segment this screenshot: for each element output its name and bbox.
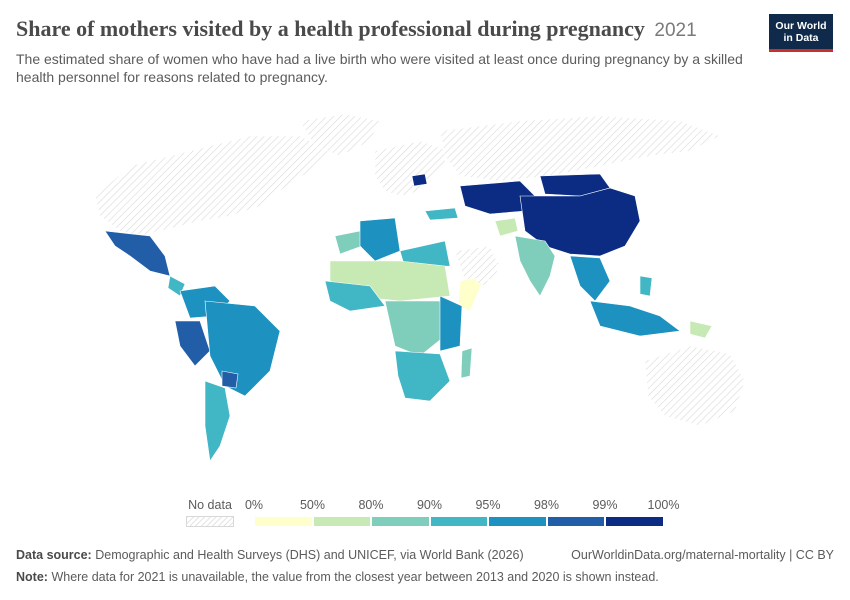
- greenland-no-data: [299, 113, 381, 157]
- legend-tick-label: 80%: [358, 498, 384, 512]
- peru: [174, 320, 211, 367]
- chart-title: Share of mothers visited by a health pro…: [16, 16, 736, 42]
- logo-line-1: Our World: [775, 20, 827, 32]
- australia-no-data: [644, 345, 746, 427]
- chart-note: Note: Where data for 2021 is unavailable…: [16, 570, 834, 584]
- legend-tick-label: 100%: [647, 498, 680, 512]
- legend-tick-label: 99%: [592, 498, 618, 512]
- data-source: Data source: Demographic and Health Surv…: [16, 548, 834, 562]
- title-year: 2021: [654, 20, 697, 41]
- legend-bin-80-90[interactable]: [371, 516, 430, 527]
- world-map: [94, 113, 746, 462]
- north-america-no-data: [94, 135, 331, 237]
- legend-tick-label: 95%: [475, 498, 501, 512]
- legend-tick-label: 0%: [244, 498, 264, 512]
- title-text: Share of mothers visited by a health pro…: [16, 16, 645, 41]
- brazil: [204, 300, 281, 397]
- legend-bin-50-80[interactable]: [312, 516, 371, 527]
- central-africa: [384, 300, 446, 357]
- philippines: [639, 275, 653, 297]
- indonesia: [589, 300, 681, 337]
- europe-no-data: [374, 140, 451, 197]
- india: [514, 235, 556, 297]
- paraguay: [221, 370, 239, 389]
- east-africa: [439, 295, 463, 352]
- legend-bin-98-99[interactable]: [546, 516, 605, 527]
- turkey: [424, 207, 459, 221]
- afghanistan: [494, 217, 519, 237]
- arabian-peninsula: [464, 253, 499, 285]
- source-text[interactable]: Demographic and Health Surveys (DHS) and…: [95, 548, 524, 562]
- note-label: Note:: [16, 570, 48, 584]
- legend-no-data-swatch[interactable]: [186, 516, 234, 527]
- owid-logo[interactable]: Our World in Data: [769, 14, 833, 52]
- source-label: Data source:: [16, 548, 92, 562]
- southeast-asia: [569, 255, 611, 302]
- morocco: [334, 230, 363, 255]
- madagascar: [460, 347, 473, 379]
- legend-bin-99-100[interactable]: [605, 516, 664, 527]
- legend-tick-label: 50%: [299, 498, 326, 512]
- argentina: [204, 380, 231, 462]
- legend-tick-label: 98%: [533, 498, 560, 512]
- legend-tick-label: 90%: [416, 498, 443, 512]
- chart-subtitle: The estimated share of women who have ha…: [16, 51, 743, 85]
- legend-bin-95-98[interactable]: [488, 516, 547, 527]
- algeria: [359, 217, 401, 262]
- west-africa: [324, 280, 386, 312]
- russia-no-data: [439, 115, 721, 182]
- belarus: [411, 173, 428, 187]
- legend-bin-0-50[interactable]: [254, 516, 313, 527]
- legend-bin-90-95[interactable]: [429, 516, 488, 527]
- color-legend: No data 0% 50% 80% 90% 95% 98% 99% 100%: [180, 496, 680, 536]
- logo-line-2: in Data: [783, 32, 819, 44]
- note-text: Where data for 2021 is unavailable, the …: [51, 570, 659, 584]
- mexico: [104, 230, 171, 277]
- legend-no-data-label: No data: [188, 498, 232, 512]
- papua-new-guinea: [689, 320, 713, 339]
- source-url[interactable]: OurWorldinData.org/maternal-mortality | …: [571, 548, 834, 562]
- southern-africa: [394, 350, 451, 402]
